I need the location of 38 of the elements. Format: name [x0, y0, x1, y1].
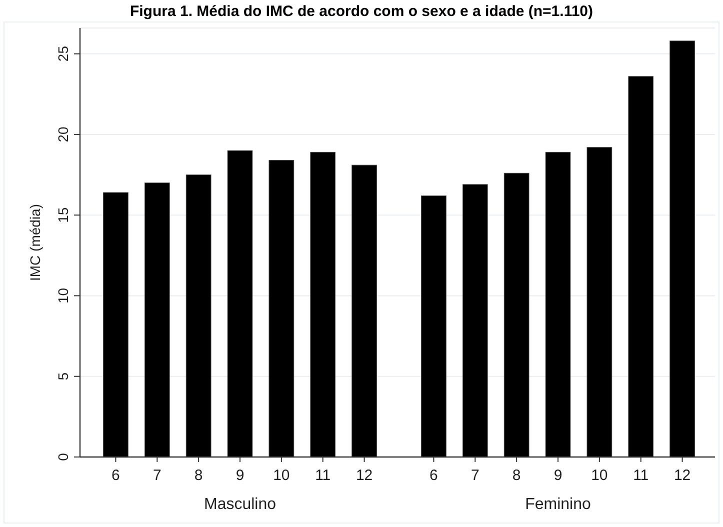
y-axis-title: IMC (média) — [27, 204, 43, 282]
bar — [103, 192, 128, 458]
x-tick-label: 12 — [674, 467, 691, 484]
chart-title: Figura 1. Média do IMC de acordo com o sexo e a idade (n=1.110) — [130, 3, 594, 20]
bar — [352, 164, 377, 458]
bar — [628, 76, 654, 458]
y-tick-label: 25 — [55, 46, 71, 62]
x-tick-label: 12 — [356, 467, 373, 484]
y-tick-label: 5 — [55, 372, 71, 380]
x-tick-label: 7 — [152, 467, 162, 484]
x-tick-label: 8 — [512, 467, 521, 484]
bar — [504, 172, 530, 458]
x-tick-label: 10 — [591, 467, 608, 484]
bar — [586, 147, 612, 458]
y-tick-label: 20 — [55, 126, 71, 142]
x-tick-label: 8 — [194, 467, 203, 484]
y-tick-label: 10 — [55, 288, 71, 304]
x-tick-label: 9 — [554, 467, 562, 484]
bar — [144, 182, 170, 458]
bar — [545, 152, 571, 458]
y-tick-label: 0 — [55, 452, 71, 461]
bar — [462, 184, 488, 458]
x-tick-label: 6 — [112, 467, 120, 484]
bar — [268, 160, 294, 458]
x-tick-label: 11 — [315, 467, 331, 484]
bar — [186, 174, 212, 458]
x-tick-label: 11 — [633, 467, 649, 484]
y-tick-label: 15 — [55, 207, 71, 223]
x-tick-label: 9 — [236, 467, 244, 484]
bar — [310, 152, 336, 458]
bar — [227, 150, 253, 458]
x-tick-label: 7 — [470, 467, 480, 484]
x-tick-label: 10 — [273, 467, 290, 484]
x-axis-title: Feminino — [525, 496, 591, 513]
x-axis-title: Masculino — [204, 496, 276, 513]
x-tick-label: 6 — [430, 467, 438, 484]
bar — [670, 40, 695, 458]
bar — [421, 195, 446, 458]
